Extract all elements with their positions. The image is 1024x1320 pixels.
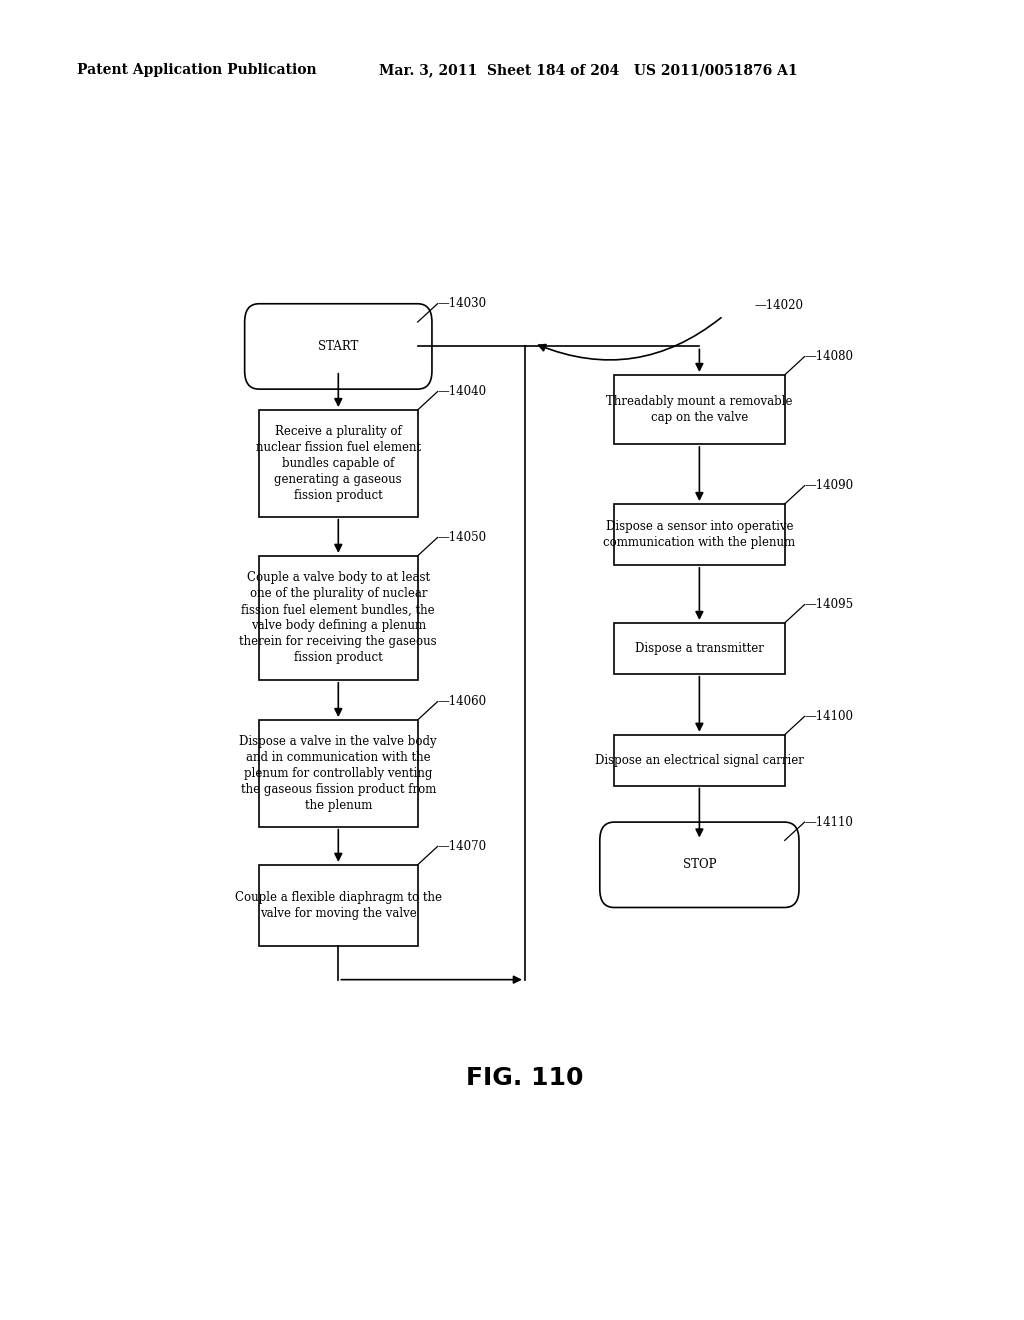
Text: Patent Application Publication: Patent Application Publication [77,63,316,78]
Text: Couple a valve body to at least
one of the plurality of nuclear
fission fuel ele: Couple a valve body to at least one of t… [240,572,437,664]
Text: —14110: —14110 [805,816,853,829]
FancyBboxPatch shape [245,304,432,389]
Text: —14100: —14100 [805,710,854,723]
Bar [614,504,784,565]
Text: —14020: —14020 [755,300,804,313]
FancyBboxPatch shape [600,822,799,907]
Bar [259,865,418,946]
Text: Dispose a valve in the valve body
and in communication with the
plenum for contr: Dispose a valve in the valve body and in… [240,735,437,812]
Text: —14080: —14080 [805,350,854,363]
Text: —14040: —14040 [437,385,486,399]
Text: —14090: —14090 [805,479,854,492]
Text: Mar. 3, 2011  Sheet 184 of 204   US 2011/0051876 A1: Mar. 3, 2011 Sheet 184 of 204 US 2011/00… [379,63,798,78]
Text: —14030: —14030 [437,297,486,310]
Bar [259,556,418,680]
Text: —14095: —14095 [805,598,854,611]
Bar [614,375,784,444]
Text: —14070: —14070 [437,840,486,853]
Text: —14060: —14060 [437,696,486,708]
Bar [259,719,418,826]
Bar [259,411,418,516]
Bar [614,735,784,785]
Text: STOP: STOP [683,858,716,871]
Text: —14050: —14050 [437,531,486,544]
Text: Couple a flexible diaphragm to the
valve for moving the valve: Couple a flexible diaphragm to the valve… [234,891,441,920]
Text: Receive a plurality of
nuclear fission fuel element
bundles capable of
generatin: Receive a plurality of nuclear fission f… [256,425,421,502]
Text: Dispose an electrical signal carrier: Dispose an electrical signal carrier [595,754,804,767]
Text: Dispose a sensor into operative
communication with the plenum: Dispose a sensor into operative communic… [603,520,796,549]
Text: START: START [318,341,358,352]
Bar [614,623,784,673]
Text: FIG. 110: FIG. 110 [466,1067,584,1090]
Text: Dispose a transmitter: Dispose a transmitter [635,642,764,655]
Text: Threadably mount a removable
cap on the valve: Threadably mount a removable cap on the … [606,395,793,424]
